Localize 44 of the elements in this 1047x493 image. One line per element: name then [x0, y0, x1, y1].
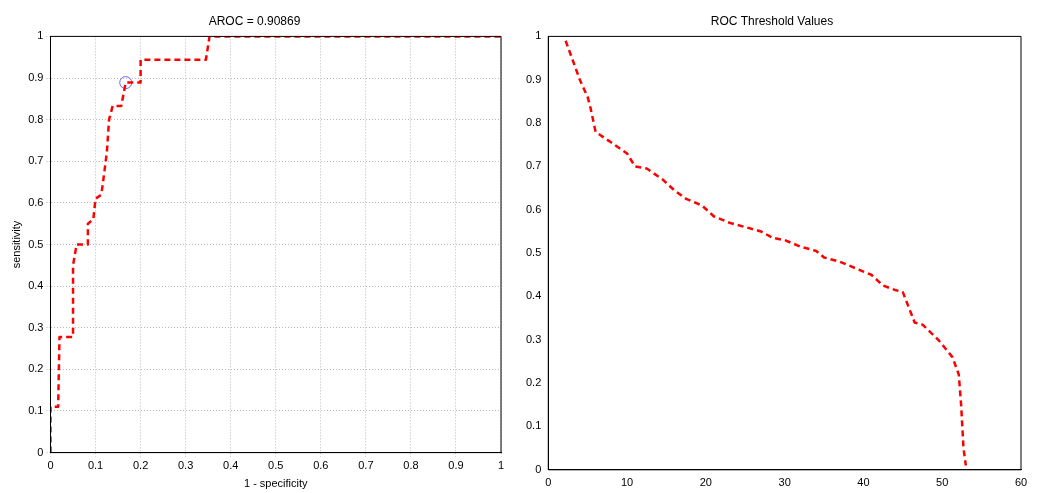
y-tick-label: 0.5	[28, 237, 44, 250]
x-tick-label: 0.6	[313, 459, 329, 472]
x-tick-label: 1	[497, 459, 505, 472]
y-tick-label: 0.4	[28, 279, 44, 292]
x-tick-label: 0.8	[403, 459, 419, 472]
y-tick-label: 0.1	[525, 419, 542, 432]
x-tick-label: 20	[699, 476, 712, 489]
chart-title: ROC Threshold Values	[710, 13, 834, 28]
y-tick-label: 0.5	[525, 246, 542, 259]
y-tick-label: 1	[37, 29, 44, 42]
y-tick-label: 0.4	[525, 289, 542, 302]
x-tick-label: 0.7	[358, 459, 374, 472]
x-tick-label: 0.3	[178, 459, 194, 472]
y-tick-label: 0.3	[28, 320, 44, 333]
chart-title: AROC = 0.90869	[208, 13, 301, 28]
y-tick-label: 1	[535, 29, 542, 42]
x-tick-label: 0.1	[87, 459, 104, 472]
y-tick-label: 0.2	[525, 376, 542, 389]
line-series	[564, 39, 968, 467]
y-tick-label: 0.9	[28, 71, 44, 84]
y-tick-label: 0.8	[28, 112, 44, 125]
y-tick-label: 0.1	[28, 404, 44, 417]
y-tick-label: 0.6	[28, 195, 44, 208]
x-tick-label: 0.4	[223, 459, 239, 472]
y-axis-title: sensitivity	[9, 220, 22, 269]
y-tick-label: 0.7	[525, 159, 542, 172]
y-tick-label: 0	[37, 445, 44, 458]
x-tick-label: 50	[936, 476, 949, 489]
y-tick-label: 0.2	[28, 362, 44, 375]
y-tick-label: 0.9	[525, 72, 542, 85]
x-axis-title: 1 - specificity	[243, 477, 309, 490]
y-tick-label: 0.8	[525, 116, 542, 129]
x-tick-label: 60	[1014, 476, 1028, 489]
y-tick-label: 0.6	[525, 202, 542, 215]
x-tick-label: 0	[545, 476, 552, 489]
x-tick-label: 0.5	[268, 459, 284, 472]
x-tick-label: 0.9	[448, 459, 464, 472]
x-tick-label: 0.2	[132, 459, 149, 472]
x-tick-label: 0	[47, 459, 54, 472]
x-tick-label: 40	[857, 476, 870, 489]
x-tick-label: 30	[778, 476, 791, 489]
y-tick-label: 0.3	[525, 332, 542, 345]
y-tick-label: 0.7	[28, 154, 44, 167]
x-tick-label: 10	[620, 476, 634, 489]
